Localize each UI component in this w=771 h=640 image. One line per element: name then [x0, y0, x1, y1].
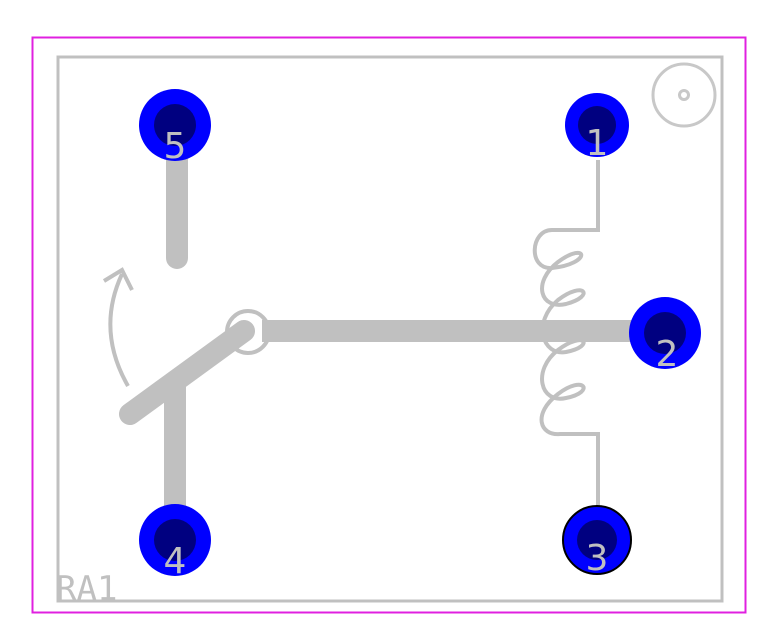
actuation-arrow-icon [102, 267, 134, 387]
board-outline [31, 36, 747, 614]
coil-symbol [532, 160, 600, 514]
pin1-marker-icon [651, 62, 717, 128]
switch-arm [119, 320, 255, 425]
pad-3 [562, 505, 632, 575]
pin-4-label: 4 [164, 541, 187, 582]
pad-4 [139, 504, 211, 576]
pad-5 [139, 89, 211, 161]
component-body-outline [56, 55, 724, 603]
pad-1 [565, 93, 629, 157]
pad-2 [629, 297, 701, 369]
reference-designator: RA1 [56, 569, 117, 609]
pin-2-label: 2 [656, 334, 679, 375]
pin-3-label: 3 [586, 538, 609, 579]
pin-5-label: 5 [164, 126, 187, 167]
pin-1-label: 1 [586, 123, 609, 164]
